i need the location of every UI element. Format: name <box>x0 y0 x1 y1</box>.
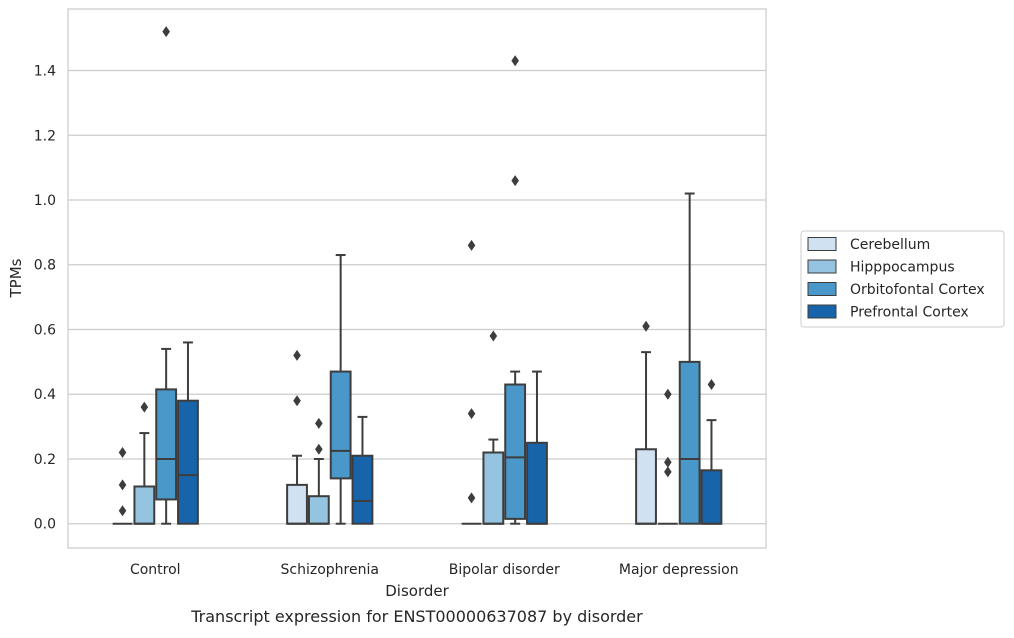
x-tick-label: Major depression <box>619 562 739 578</box>
outlier-point <box>664 388 672 400</box>
box-orbitofontal-cortex <box>329 254 352 525</box>
box-cerebellum <box>112 447 133 525</box>
outlier-point <box>293 349 301 361</box>
box-body <box>678 360 701 525</box>
chart-caption: Transcript expression for ENST0000063708… <box>190 607 643 626</box>
y-tick-label: 1.2 <box>34 128 56 144</box>
outlier-point <box>467 492 476 504</box>
legend-swatch <box>807 259 837 274</box>
box-body <box>700 469 723 525</box>
y-tick-label: 0.0 <box>34 517 56 533</box>
outlier-point <box>642 320 650 332</box>
box-prefrontal-cortex <box>177 341 199 525</box>
box-prefrontal-cortex <box>700 379 723 525</box>
x-axis-label: Disorder <box>385 582 449 600</box>
box-body <box>504 383 527 520</box>
legend-swatch <box>807 304 837 319</box>
outlier-point <box>511 175 519 187</box>
box-body <box>286 483 308 525</box>
box-orbitofontal-cortex <box>504 55 527 525</box>
box-body <box>307 495 330 525</box>
box-cerebellum <box>286 349 308 525</box>
box-orbitofontal-cortex <box>155 26 178 525</box>
box-hipppocampus <box>482 330 505 525</box>
box-prefrontal-cortex <box>526 370 548 525</box>
box-body <box>155 388 178 501</box>
box-hipppocampus <box>307 417 330 525</box>
box-body <box>635 448 657 525</box>
outlier-point <box>162 26 170 38</box>
outlier-point <box>467 408 476 420</box>
outlier-point <box>315 443 323 455</box>
box-hipppocampus <box>133 401 156 525</box>
legend-label: Cerebellum <box>850 237 930 253</box>
plot-frame <box>67 8 767 549</box>
legend-frame <box>800 230 1005 328</box>
box-body <box>351 454 374 525</box>
outlier-point <box>140 401 149 413</box>
box-body <box>526 441 548 525</box>
outlier-point <box>489 330 498 342</box>
y-tick-label: 0.6 <box>34 322 56 338</box>
box-cerebellum <box>461 239 482 525</box>
box-body <box>482 451 505 525</box>
outlier-point <box>315 417 323 429</box>
y-tick-label: 0.8 <box>34 258 56 274</box>
legend-label: Hipppocampus <box>850 260 955 276</box>
outlier-point <box>707 379 716 391</box>
y-axis-label: TPMs <box>7 258 25 298</box>
x-tick-labels: Control Schizophrenia Bipolar disorder Majo… <box>130 562 739 578</box>
legend-swatch <box>807 237 837 251</box>
box-cerebellum <box>635 320 657 525</box>
boxes-layer <box>112 26 723 525</box>
y-tick-label: 0.4 <box>34 387 56 403</box>
outlier-point <box>467 239 476 251</box>
y-tick-label: 0.2 <box>34 452 56 468</box>
legend-swatch <box>807 282 837 296</box>
y-tick-label: 1.0 <box>34 193 56 209</box>
box-orbitofontal-cortex <box>678 192 701 525</box>
box-body <box>177 399 199 525</box>
x-tick-label: Control <box>130 562 181 578</box>
box-body <box>329 370 352 480</box>
y-tick-label: 1.4 <box>34 64 56 80</box>
x-tick-label: Schizophrenia <box>281 562 379 578</box>
y-tick-labels: 0.0 0.2 0.4 0.6 0.8 1.0 1.2 1.4 <box>34 64 56 533</box>
outlier-point <box>118 479 127 491</box>
legend-label: Prefrontal Cortex <box>850 305 969 321</box>
box-body <box>133 485 156 525</box>
box-prefrontal-cortex <box>351 415 374 525</box>
outlier-point <box>118 447 127 459</box>
outlier-point <box>293 395 301 407</box>
legend-label: Orbitofontal Cortex <box>850 282 985 298</box>
x-tick-label: Bipolar disorder <box>449 562 560 578</box>
legend: Cerebellum Hipppocampus Orbitofontal Corte… <box>800 230 1005 328</box>
outlier-point <box>511 55 519 67</box>
outlier-point <box>664 456 672 468</box>
outlier-point <box>118 505 127 517</box>
box-hipppocampus <box>657 388 678 525</box>
outlier-point <box>664 466 672 478</box>
